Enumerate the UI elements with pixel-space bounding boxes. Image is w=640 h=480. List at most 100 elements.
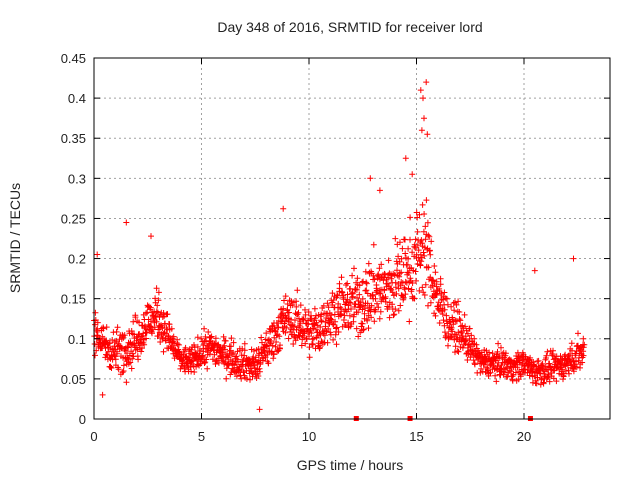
- data-point: [502, 350, 509, 357]
- data-point: [440, 317, 447, 324]
- data-point: [264, 351, 271, 358]
- data-point: [364, 317, 371, 324]
- data-point: [348, 306, 354, 312]
- data-point: [573, 364, 580, 370]
- data-point: [92, 352, 98, 359]
- data-point: [575, 330, 581, 337]
- data-point: [108, 365, 115, 371]
- data-point: [186, 354, 192, 361]
- data-point: [292, 317, 298, 324]
- data-point: [153, 318, 160, 325]
- data-point: [120, 368, 127, 374]
- data-point: [123, 379, 130, 386]
- data-point: [454, 348, 461, 354]
- data-point: [448, 324, 455, 331]
- data-point: [129, 350, 136, 357]
- data-point: [544, 348, 551, 355]
- data-point: [426, 233, 433, 240]
- data-point: [487, 369, 494, 376]
- y-tick-label: 0.4: [68, 91, 86, 106]
- data-point: [536, 370, 543, 377]
- data-point: [269, 342, 276, 349]
- data-point: [123, 219, 130, 226]
- data-point: [333, 341, 340, 348]
- data-point: [220, 333, 227, 340]
- data-point: [341, 312, 348, 319]
- data-point: [143, 310, 149, 317]
- data-point: [248, 368, 255, 375]
- data-point: [405, 270, 412, 276]
- data-point: [376, 187, 383, 194]
- data-point: [115, 366, 122, 373]
- data-point: [486, 349, 493, 356]
- data-point: [155, 333, 162, 339]
- data-point: [256, 406, 263, 413]
- data-point: [280, 305, 287, 312]
- data-point: [389, 301, 396, 308]
- data-point: [302, 311, 309, 318]
- data-point: [168, 325, 175, 332]
- y-tick-label: 0.05: [61, 372, 86, 387]
- data-point: [311, 305, 318, 312]
- data-point: [204, 365, 211, 372]
- data-point: [291, 323, 298, 330]
- data-point: [570, 255, 577, 262]
- data-point: [468, 332, 475, 339]
- data-point: [194, 343, 201, 350]
- data-point: [405, 285, 412, 292]
- data-point: [113, 328, 120, 335]
- data-point: [466, 325, 473, 332]
- data-point: [444, 301, 451, 308]
- data-point: [397, 239, 403, 246]
- data-point: [433, 290, 440, 297]
- data-point: [456, 316, 463, 323]
- data-point: [201, 360, 208, 366]
- data-point: [103, 324, 110, 331]
- data-point: [263, 330, 270, 337]
- data-point: [128, 365, 135, 372]
- data-point: [550, 347, 556, 354]
- data-point: [280, 205, 287, 212]
- data-point: [405, 245, 412, 252]
- data-point: [448, 303, 455, 310]
- data-point: [417, 262, 424, 269]
- data-point: [450, 321, 457, 328]
- data-point: [443, 312, 450, 319]
- data-point: [114, 324, 121, 331]
- data-point: [166, 321, 173, 328]
- data-point: [382, 298, 389, 305]
- data-point: [91, 341, 98, 347]
- data-point: [396, 273, 403, 280]
- data-point: [164, 311, 171, 318]
- data-point: [174, 341, 181, 347]
- data-point: [409, 171, 416, 178]
- data-point: [349, 272, 356, 279]
- data-point: [251, 348, 257, 354]
- data-point: [334, 292, 341, 299]
- data-point: [385, 257, 392, 264]
- data-point: [495, 340, 502, 347]
- data-point: [346, 299, 353, 305]
- data-point: [376, 265, 383, 272]
- data-point: [438, 290, 445, 297]
- data-point: [400, 294, 407, 301]
- data-point: [365, 325, 372, 332]
- data-point: [408, 286, 415, 293]
- data-point: [192, 350, 199, 357]
- data-point: [351, 304, 358, 310]
- data-point: [356, 282, 363, 289]
- data-point: [228, 335, 235, 342]
- data-point: [201, 325, 208, 332]
- data-point: [418, 258, 425, 265]
- data-point: [533, 380, 540, 387]
- data-point: [376, 315, 383, 322]
- data-point: [363, 279, 370, 286]
- data-point: [239, 345, 246, 352]
- data-point: [539, 364, 546, 371]
- data-point: [580, 352, 587, 359]
- data-point: [154, 302, 161, 309]
- data-point: [309, 336, 316, 343]
- data-point: [395, 253, 402, 260]
- data-point: [332, 318, 339, 325]
- data-point: [471, 361, 478, 368]
